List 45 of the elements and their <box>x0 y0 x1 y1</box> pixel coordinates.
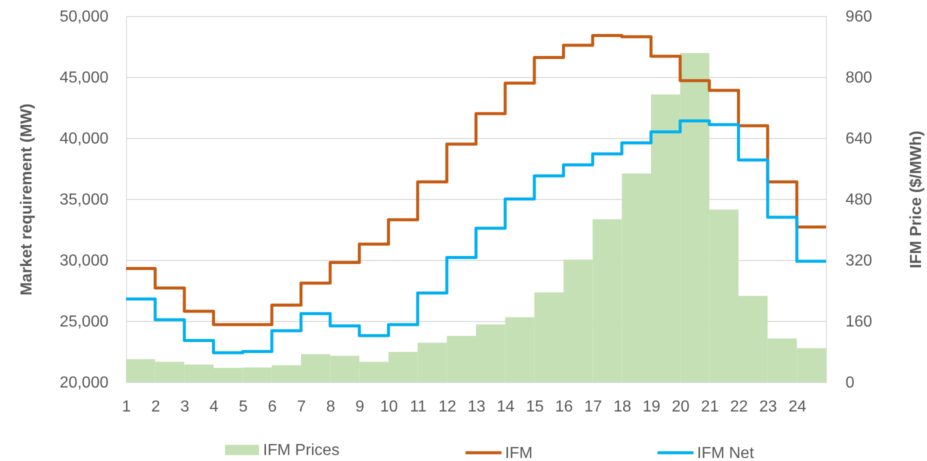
x-tick-label: 5 <box>238 398 248 416</box>
x-tick-label: 8 <box>326 398 336 416</box>
x-tick-label: 11 <box>410 398 427 416</box>
legend-label: IFM <box>505 444 533 461</box>
x-tick-label: 20 <box>672 398 690 416</box>
x-tick-label: 16 <box>555 398 573 416</box>
x-tick-label: 23 <box>759 398 778 416</box>
y2-tick-label: 0 <box>846 374 854 392</box>
y-tick-label: 45,000 <box>60 70 109 86</box>
x-tick-label: 6 <box>268 398 277 416</box>
y-tick-label: 35,000 <box>60 192 109 208</box>
x-tick-label: 15 <box>526 398 544 416</box>
x-tick-label: 14 <box>496 398 515 416</box>
x-tick-label: 19 <box>642 398 660 416</box>
x-tick-label: 7 <box>297 398 306 416</box>
x-tick-label: 22 <box>730 398 748 416</box>
y2-tick-label: 960 <box>846 8 872 26</box>
y-tick-label: 50,000 <box>60 8 109 26</box>
y2-tick-label: 800 <box>846 70 872 86</box>
x-tick-label: 3 <box>180 398 190 416</box>
y2-tick-label: 320 <box>846 252 872 270</box>
legend-label: IFM Prices <box>263 442 340 459</box>
x-tick-label: 12 <box>438 398 456 416</box>
x-tick-label: 9 <box>355 398 364 416</box>
y-tick-label: 25,000 <box>60 314 109 330</box>
x-tick-label: 13 <box>468 398 486 416</box>
x-tick-label: 18 <box>613 398 632 416</box>
x-tick-label: 10 <box>380 398 398 416</box>
x-tick-label: 2 <box>151 398 160 416</box>
y-tick-label: 40,000 <box>60 130 109 148</box>
line-series <box>124 34 828 326</box>
y-axis-title: Market requirement (MW) <box>18 103 36 296</box>
y2-tick-label: 480 <box>846 192 872 208</box>
y2-tick-label: 160 <box>846 314 872 330</box>
x-tick-label: 1 <box>122 398 132 416</box>
line-series <box>124 119 828 354</box>
x-tick-label: 17 <box>584 398 602 416</box>
y-tick-label: 20,000 <box>60 374 109 392</box>
y2-axis-title: IFM Price ($/MWh) <box>908 130 926 268</box>
legend-label: IFM Net <box>697 444 754 461</box>
x-tick-label: 4 <box>210 398 219 416</box>
y2-tick-label: 640 <box>846 130 872 148</box>
x-tick-label: 21 <box>700 398 719 416</box>
y-tick-label: 30,000 <box>60 252 109 270</box>
x-tick-label: 24 <box>788 398 806 416</box>
